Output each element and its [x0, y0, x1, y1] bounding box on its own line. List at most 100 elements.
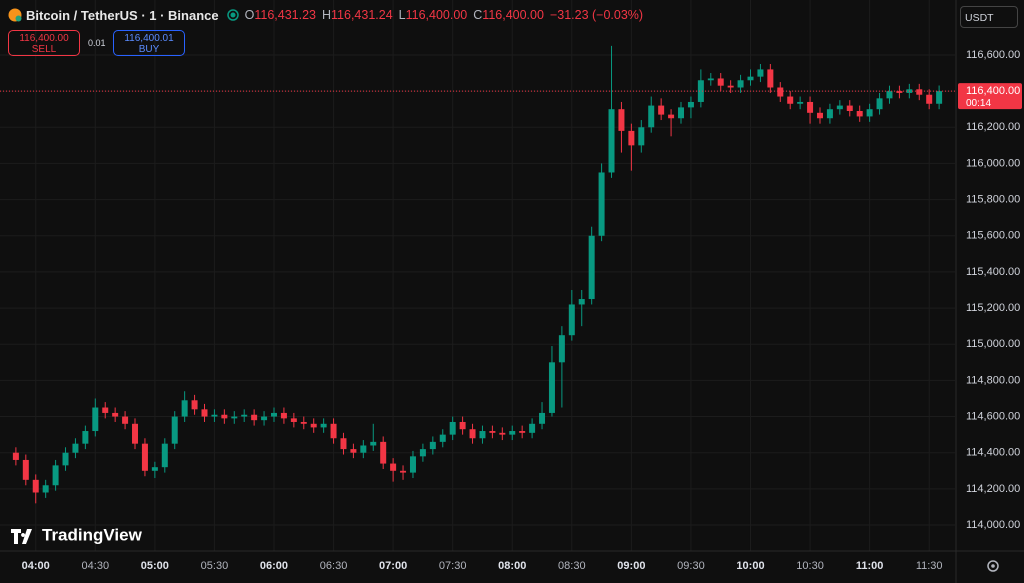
- y-tick-label: 114,400.00: [966, 447, 1020, 459]
- change: −31.23 (−0.03%): [549, 8, 644, 22]
- candle-body: [727, 85, 734, 88]
- countdown: 00:14: [966, 98, 991, 109]
- candle-body: [717, 78, 724, 86]
- candle-body: [390, 463, 397, 471]
- candle-body: [618, 109, 625, 131]
- x-tick-label: 06:30: [320, 560, 348, 572]
- candle-body: [777, 87, 784, 97]
- candle-body: [568, 304, 575, 336]
- buy-label: BUY: [138, 44, 160, 55]
- candle-body: [866, 109, 873, 117]
- x-tick-label: 05:00: [141, 560, 169, 572]
- candle-body: [836, 105, 843, 110]
- candle-body: [429, 441, 436, 450]
- candle-body: [767, 69, 774, 88]
- candle-body: [816, 112, 823, 119]
- candle-body: [697, 80, 704, 102]
- candle-body: [330, 423, 337, 439]
- candle-body: [529, 423, 536, 433]
- candle-body: [22, 459, 29, 480]
- close-label: C: [473, 8, 483, 22]
- candle-body: [459, 421, 466, 430]
- y-tick-label: 116,200.00: [966, 121, 1020, 133]
- candle-body: [588, 235, 595, 300]
- candle-body: [221, 414, 228, 419]
- candle-body: [380, 441, 387, 464]
- candle-body: [92, 407, 99, 432]
- high-value: 116,431.24: [331, 8, 393, 22]
- candle-body: [826, 109, 833, 119]
- candle-body: [608, 109, 615, 173]
- x-tick-label: 10:00: [736, 560, 764, 572]
- x-tick-label: 09:30: [677, 560, 705, 572]
- candle-body: [320, 423, 327, 428]
- x-tick-label: 07:00: [379, 560, 407, 572]
- candle-body: [340, 438, 347, 450]
- sell-label: SELL: [31, 44, 57, 55]
- currency-select[interactable]: USDT: [960, 6, 1018, 28]
- candle-body: [211, 414, 218, 417]
- y-tick-label: 114,800.00: [966, 374, 1020, 386]
- candle-body: [687, 101, 694, 108]
- legend-bar: Bitcoin / TetherUS · 1 · Binance O 116,43…: [8, 6, 643, 24]
- candle-body: [241, 414, 248, 417]
- candle-body: [290, 418, 297, 422]
- candle-body: [539, 412, 546, 424]
- candle-body: [737, 80, 744, 88]
- grid: [0, 0, 955, 551]
- candle-body: [886, 91, 893, 99]
- candle-body: [548, 362, 555, 413]
- candle-body: [807, 101, 814, 113]
- close-value: 116,400.00: [482, 8, 544, 22]
- candle-body: [141, 443, 148, 471]
- y-tick-label: 116,000.00: [966, 157, 1020, 169]
- candle-body: [122, 416, 129, 424]
- candle-body: [489, 431, 496, 433]
- settings-icon[interactable]: [987, 560, 999, 572]
- candle-body: [578, 299, 585, 305]
- candle-body: [856, 110, 863, 117]
- open-value: 116,431.23: [254, 8, 316, 22]
- candle-body: [72, 443, 79, 453]
- candle-body: [906, 89, 913, 93]
- x-tick-label: 09:00: [617, 560, 645, 572]
- candle-body: [936, 91, 943, 104]
- x-tick-label: 10:30: [796, 560, 824, 572]
- candle-body: [191, 400, 198, 410]
- candle-body: [52, 465, 59, 486]
- x-tick-label: 04:00: [22, 560, 50, 572]
- open-label: O: [244, 8, 255, 22]
- candle-body: [181, 400, 188, 417]
- candle-body: [558, 335, 565, 363]
- candle-body: [876, 98, 883, 110]
- buy-button[interactable]: 116,400.01 BUY: [113, 30, 185, 56]
- high-label: H: [322, 8, 332, 22]
- candle-body: [350, 449, 357, 453]
- candle-body: [370, 441, 377, 446]
- candle-body: [300, 421, 307, 424]
- candle-body: [360, 445, 367, 453]
- candle-body: [261, 416, 268, 421]
- low-value: 116,400.00: [405, 8, 468, 22]
- candle-body: [449, 421, 456, 435]
- candle-body: [499, 432, 506, 435]
- candle-body: [896, 91, 903, 93]
- candle-body: [161, 443, 168, 468]
- y-tick-label: 114,200.00: [966, 483, 1020, 495]
- candle-body: [12, 452, 19, 460]
- candle-body: [310, 423, 317, 428]
- candle-body: [638, 127, 645, 146]
- x-tick-label: 07:30: [439, 560, 467, 572]
- candle-body: [231, 416, 238, 419]
- y-tick-label: 115,400.00: [966, 266, 1020, 278]
- sell-button[interactable]: 116,400.00 SELL: [8, 30, 80, 56]
- x-tick-label: 11:30: [916, 560, 943, 572]
- candle-body: [439, 434, 446, 442]
- candle-body: [32, 479, 39, 493]
- sell-price: 116,400.00: [19, 33, 69, 44]
- y-tick-label: 114,600.00: [966, 410, 1020, 422]
- x-tick-label: 08:30: [558, 560, 586, 572]
- y-tick-label: 115,800.00: [966, 193, 1020, 205]
- candle-body: [519, 431, 526, 433]
